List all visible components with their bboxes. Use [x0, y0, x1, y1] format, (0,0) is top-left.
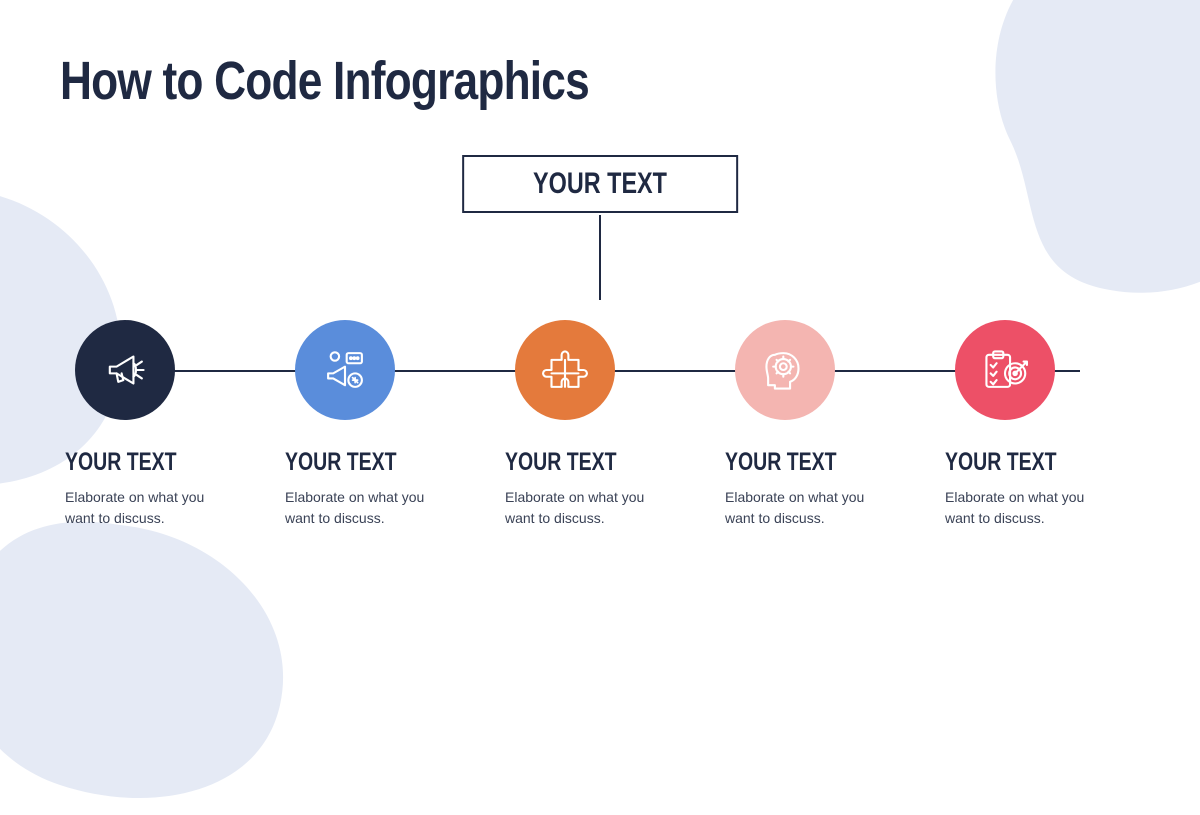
node-5-title: YOUR TEXT — [945, 448, 1057, 477]
social-icon — [318, 343, 372, 397]
node-4-desc: Elaborate on what you want to discuss. — [725, 487, 885, 529]
megaphone-icon — [98, 343, 152, 397]
node-3-circle — [515, 320, 615, 420]
node-4-title: YOUR TEXT — [725, 448, 837, 477]
node-1-desc: Elaborate on what you want to discuss. — [65, 487, 225, 529]
node-1: YOUR TEXT Elaborate on what you want to … — [65, 320, 255, 529]
node-2: YOUR TEXT Elaborate on what you want to … — [285, 320, 475, 529]
node-4: YOUR TEXT Elaborate on what you want to … — [725, 320, 915, 529]
node-2-title: YOUR TEXT — [285, 448, 397, 477]
node-3-title: YOUR TEXT — [505, 448, 617, 477]
node-1-circle — [75, 320, 175, 420]
node-5: YOUR TEXT Elaborate on what you want to … — [945, 320, 1135, 529]
nodes-row: YOUR TEXT Elaborate on what you want to … — [0, 320, 1200, 529]
slide-container: How to Code Infographics YOUR TEXT YOUR … — [0, 0, 1200, 675]
top-text-box: YOUR TEXT — [462, 155, 738, 213]
node-2-desc: Elaborate on what you want to discuss. — [285, 487, 445, 529]
puzzle-icon — [538, 343, 592, 397]
node-3: YOUR TEXT Elaborate on what you want to … — [505, 320, 695, 529]
page-title: How to Code Infographics — [60, 50, 946, 112]
node-5-desc: Elaborate on what you want to discuss. — [945, 487, 1105, 529]
node-5-circle — [955, 320, 1055, 420]
node-4-circle — [735, 320, 835, 420]
target-icon — [978, 343, 1032, 397]
node-2-circle — [295, 320, 395, 420]
top-text-label: YOUR TEXT — [533, 167, 667, 201]
brain-icon — [758, 343, 812, 397]
node-3-desc: Elaborate on what you want to discuss. — [505, 487, 665, 529]
node-1-title: YOUR TEXT — [65, 448, 177, 477]
connector-vertical — [599, 215, 601, 300]
